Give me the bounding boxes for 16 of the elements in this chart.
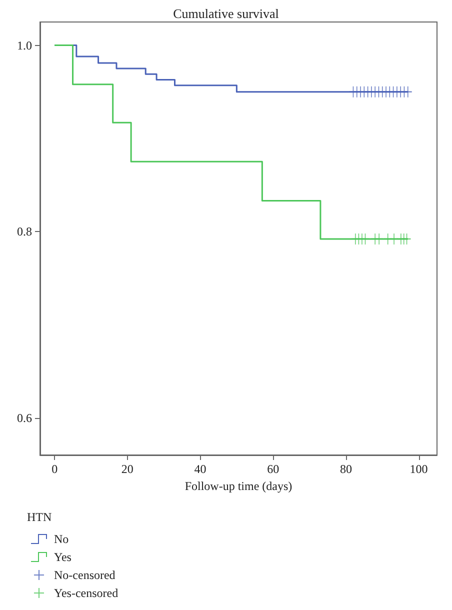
- x-tick-label: 100: [410, 462, 428, 476]
- legend-label: Yes: [54, 550, 72, 564]
- x-tick-label: 60: [267, 462, 280, 476]
- legend-title: HTN: [27, 510, 52, 524]
- x-axis-title: Follow-up time (days): [184, 478, 292, 493]
- y-tick-label: 0.6: [17, 410, 32, 425]
- legend-label: No: [54, 532, 69, 546]
- y-tick-label: 0.8: [17, 224, 32, 239]
- legend-label: Yes-censored: [54, 586, 118, 600]
- y-tick-label: 1.0: [17, 38, 32, 52]
- chart-title: Cumulative survival: [173, 6, 280, 21]
- x-tick-label: 20: [121, 462, 134, 476]
- x-tick-label: 40: [194, 462, 206, 476]
- legend-label: No-censored: [54, 568, 116, 582]
- x-tick-label: 80: [340, 462, 352, 476]
- x-tick-label: 0: [52, 462, 58, 476]
